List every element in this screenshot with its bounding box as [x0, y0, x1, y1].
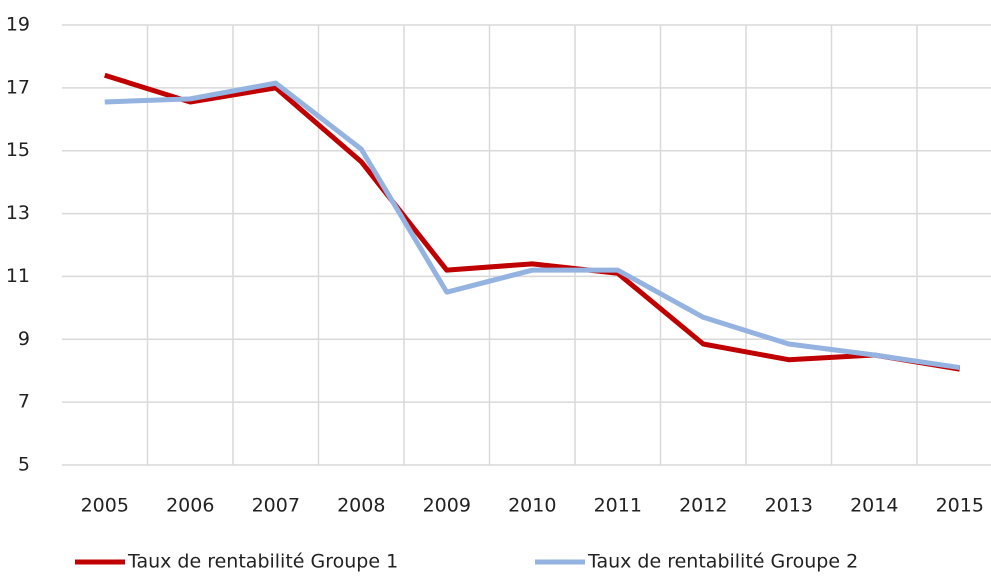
x-tick-label: 2005 [81, 495, 129, 517]
x-tick-label: 2006 [166, 495, 214, 517]
y-tick-label: 11 [6, 265, 30, 287]
y-tick-label: 9 [18, 328, 30, 350]
x-tick-label: 2013 [765, 495, 813, 517]
x-tick-label: 2010 [508, 495, 556, 517]
legend-label: Taux de rentabilité Groupe 2 [587, 551, 858, 573]
y-tick-label: 15 [6, 139, 30, 161]
y-tick-label: 13 [6, 202, 30, 224]
x-tick-label: 2015 [936, 495, 984, 517]
y-tick-label: 17 [6, 76, 30, 98]
series-line [104, 72, 961, 372]
x-tick-label: 2009 [423, 495, 471, 517]
series-line [104, 80, 961, 371]
x-tick-label: 2007 [252, 495, 300, 517]
y-tick-label: 5 [18, 454, 30, 476]
x-tick-label: 2008 [337, 495, 385, 517]
x-tick-label: 2011 [594, 495, 642, 517]
y-tick-label: 7 [18, 391, 30, 413]
x-tick-label: 2012 [679, 495, 727, 517]
y-tick-label: 19 [6, 14, 30, 36]
x-tick-label: 2014 [850, 495, 898, 517]
legend-label: Taux de rentabilité Groupe 1 [127, 551, 398, 573]
